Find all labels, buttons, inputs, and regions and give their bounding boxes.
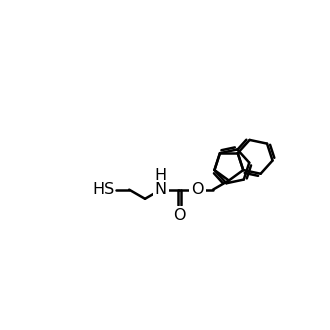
Text: O: O (191, 182, 204, 197)
Text: H: H (155, 168, 167, 182)
Text: HS: HS (93, 182, 115, 197)
Text: N: N (155, 182, 167, 197)
Text: O: O (173, 208, 185, 223)
